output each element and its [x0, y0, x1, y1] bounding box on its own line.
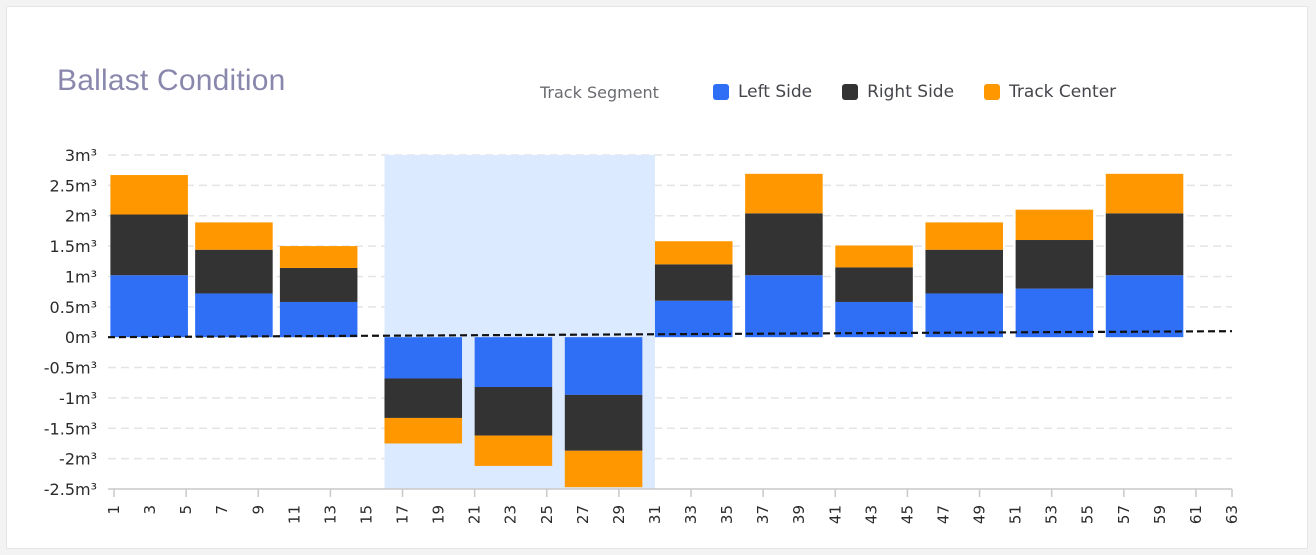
bar-left-3[interactable] — [279, 301, 358, 338]
zero-line — [107, 330, 1233, 339]
x-tick-label: 57 — [1115, 505, 1133, 524]
x-tick-label: 59 — [1151, 505, 1169, 524]
bar-center-6[interactable] — [564, 450, 643, 488]
x-tick-label: 27 — [574, 505, 592, 524]
y-tick-label: 2.5m³ — [50, 176, 97, 195]
x-tick-label: 63 — [1223, 505, 1241, 524]
bar-left-1[interactable] — [110, 275, 188, 338]
bar-left-4[interactable] — [384, 337, 463, 379]
x-tick-label: 45 — [898, 505, 916, 524]
bar-right-1[interactable] — [110, 214, 188, 276]
y-tick-label: 1m³ — [65, 267, 97, 286]
bar-right-11[interactable] — [1015, 240, 1094, 289]
bar-right-5[interactable] — [474, 386, 553, 436]
legend-swatch-right-side — [842, 84, 859, 100]
bar-center-10[interactable] — [925, 222, 1003, 250]
legend-item-track-center[interactable]: Track Center — [984, 82, 1116, 102]
bar-right-9[interactable] — [835, 267, 913, 302]
legend-label-left-side: Left Side — [737, 82, 813, 102]
x-tick-label: 19 — [430, 505, 448, 524]
bar-center-8[interactable] — [745, 173, 823, 214]
x-tick-label: 33 — [682, 505, 700, 524]
bar-center-5[interactable] — [474, 435, 553, 466]
x-tick-label: 55 — [1079, 505, 1097, 524]
bar-right-10[interactable] — [925, 249, 1003, 294]
bar-right-6[interactable] — [564, 394, 643, 451]
bar-right-12[interactable] — [1105, 213, 1184, 276]
chart-title: Ballast Condition — [57, 64, 286, 97]
bar-center-3[interactable] — [279, 246, 358, 268]
bar-left-10[interactable] — [925, 293, 1003, 338]
y-tick-label: -2.5m³ — [44, 480, 97, 499]
legend-swatch-track-center — [984, 84, 1001, 100]
bar-center-4[interactable] — [384, 417, 463, 444]
x-tick-label: 11 — [285, 505, 303, 524]
x-tick-label: 13 — [321, 505, 339, 524]
bar-left-8[interactable] — [745, 275, 823, 338]
x-tick-label: 25 — [538, 505, 556, 524]
x-tick-label: 23 — [502, 505, 520, 524]
x-tick-label: 53 — [1043, 505, 1061, 524]
legend: Track Segment Left Side Right Side Track… — [540, 80, 1146, 104]
x-tick-label: 29 — [610, 505, 628, 524]
bar-right-7[interactable] — [654, 264, 733, 301]
x-tick-label: 35 — [718, 505, 736, 524]
bar-left-11[interactable] — [1015, 288, 1094, 338]
bar-center-7[interactable] — [654, 241, 733, 265]
x-tick-label: 31 — [646, 505, 664, 524]
x-tick-label: 3 — [141, 505, 159, 515]
bar-center-12[interactable] — [1105, 173, 1184, 214]
legend-label-right-side: Right Side — [867, 82, 955, 102]
y-tick-label: 1.5m³ — [50, 237, 97, 256]
bars-layer — [110, 173, 1184, 488]
bar-center-1[interactable] — [110, 175, 188, 215]
bar-center-11[interactable] — [1015, 209, 1094, 241]
x-tick-label: 61 — [1187, 505, 1205, 524]
y-tick-label: 2m³ — [65, 207, 97, 226]
bar-right-3[interactable] — [279, 267, 358, 302]
x-tick-label: 51 — [1007, 505, 1025, 524]
bar-center-9[interactable] — [835, 245, 913, 268]
x-tick-label: 47 — [934, 505, 952, 524]
y-tick-label: -2m³ — [59, 450, 97, 469]
x-tick-label: 15 — [357, 505, 375, 524]
x-tick-label: 17 — [394, 505, 412, 524]
x-tick-label: 37 — [754, 505, 772, 524]
x-tick-label: 7 — [213, 505, 231, 515]
bar-left-7[interactable] — [654, 300, 733, 338]
y-tick-label: 3m³ — [65, 146, 97, 165]
bar-left-5[interactable] — [474, 337, 553, 387]
x-tick-label: 49 — [971, 505, 989, 524]
bar-left-12[interactable] — [1105, 275, 1184, 338]
x-tick-label: 21 — [466, 505, 484, 524]
x-tick-label: 1 — [105, 505, 123, 515]
bar-left-6[interactable] — [564, 337, 643, 395]
x-tick-label: 41 — [826, 505, 844, 524]
legend-label-track-center: Track Center — [1009, 82, 1117, 102]
y-tick-label: 0.5m³ — [50, 298, 97, 317]
y-tick-label: -1.5m³ — [44, 419, 97, 438]
legend-item-right-side[interactable]: Right Side — [842, 82, 954, 102]
bar-left-9[interactable] — [835, 301, 913, 338]
x-tick-label: 39 — [790, 505, 808, 524]
y-axis-labels: 3m³ 2.5m³ 2m³ 1.5m³ 1m³ 0.5m³ 0m³ -0.5m³ -1m³ -1.… — [44, 146, 97, 499]
legend-swatch-left-side — [712, 84, 729, 100]
bar-right-4[interactable] — [384, 378, 463, 418]
y-tick-label: -1m³ — [59, 389, 97, 408]
x-tick-label: 5 — [177, 505, 195, 515]
legend-title: Track Segment — [540, 82, 659, 102]
bar-left-2[interactable] — [195, 293, 273, 338]
bar-right-8[interactable] — [745, 213, 823, 276]
x-axis-labels: 1 3 5 7 9 11 13 15 17 19 21 23 25 27 29 31 33 35 37 39 41 43 4… — [105, 489, 1241, 524]
y-tick-label: 0m³ — [65, 328, 97, 347]
bar-center-2[interactable] — [195, 222, 273, 250]
bar-right-2[interactable] — [195, 249, 273, 294]
x-tick-label: 43 — [862, 505, 880, 524]
y-tick-label: -0.5m³ — [44, 359, 97, 378]
x-tick-label: 9 — [249, 505, 267, 515]
legend-item-left-side[interactable]: Left Side — [712, 82, 813, 102]
